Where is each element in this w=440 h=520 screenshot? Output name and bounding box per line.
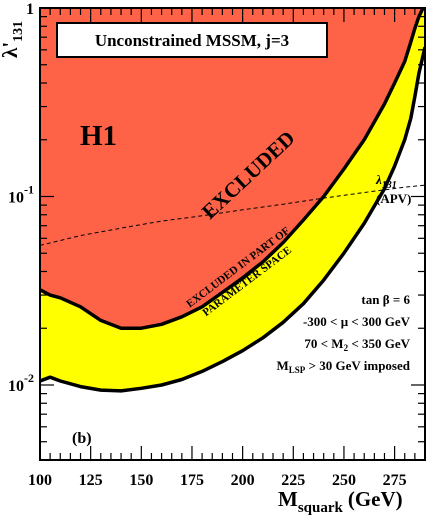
y-axis-title-main: λ' [0, 42, 22, 58]
y-tick-label: 10-2 [8, 371, 34, 395]
x-axis-title: Msquark (GeV) [278, 487, 403, 515]
y-axis-title: λ'131 [0, 21, 26, 58]
param-mu: -300 < μ < 300 GeV [303, 314, 411, 329]
x-axis-ticks: 100 125 150 175 200 225 250 275 [28, 8, 416, 489]
excluded-area [40, 8, 425, 329]
param-mlsp-sub: LSP [289, 365, 306, 375]
h1-label: H1 [80, 120, 117, 152]
x-tick-label: 250 [332, 472, 356, 489]
param-m2-a: 70 < M [304, 336, 343, 351]
apv-label: (APV) [376, 191, 411, 206]
apv-lambda: λ131 [375, 172, 397, 191]
param-mlsp: MLSP > 30 GeV imposed [277, 358, 411, 375]
x-axis-title-sub: squark [298, 500, 344, 515]
y-axis-ticks: 10-2 10-1 1 [8, 1, 425, 461]
x-tick-label: 175 [180, 472, 204, 489]
plot-area [40, 8, 425, 393]
excluded-boundary [40, 8, 425, 330]
x-axis-title-main: M [278, 487, 298, 511]
partial-exclusion-boundary [40, 46, 425, 393]
y-tick-label: 1 [26, 1, 34, 18]
param-tanbeta: tan β = 6 [361, 292, 410, 307]
chart-title: Unconstrained MSSM, j=3 [95, 31, 289, 50]
x-tick-label: 125 [79, 472, 103, 489]
x-tick-label: 275 [383, 472, 407, 489]
apv-lambda-symbol: λ [375, 172, 382, 187]
apv-lambda-sub: 131 [382, 180, 397, 191]
x-axis-title-unit: (GeV) [348, 487, 403, 511]
title-box [56, 22, 328, 58]
x-tick-label: 200 [231, 472, 255, 489]
param-m2-b: < 350 GeV [348, 336, 411, 351]
x-tick-label: 225 [281, 472, 305, 489]
apv-limit-line [40, 184, 425, 246]
y-tick-label: 10-1 [8, 182, 34, 206]
x-tick-label: 150 [129, 472, 153, 489]
param-m2: 70 < M2 < 350 GeV [304, 336, 410, 353]
param-m2-sub: 2 [344, 343, 349, 353]
y-axis-title-sub: 131 [11, 21, 26, 42]
param-mlsp-b: > 30 GeV imposed [305, 358, 410, 373]
panel-label: (b) [72, 430, 92, 447]
param-mlsp-a: M [277, 358, 289, 373]
x-tick-label: 100 [28, 472, 52, 489]
